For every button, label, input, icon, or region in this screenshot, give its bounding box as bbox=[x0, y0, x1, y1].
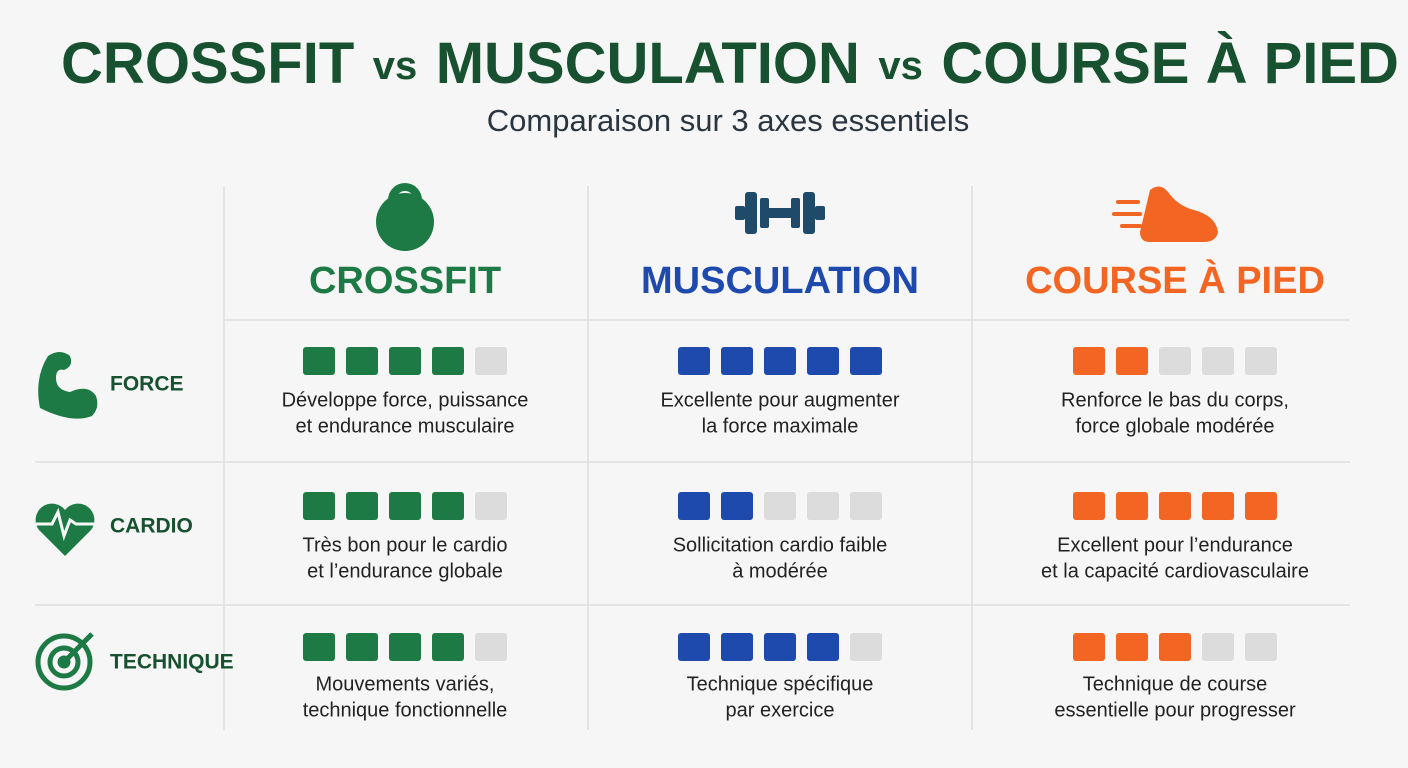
dumbbell-icon bbox=[735, 192, 825, 234]
rating-square bbox=[1116, 492, 1148, 520]
rating-square bbox=[432, 347, 464, 375]
cell-text: Technique de course bbox=[1083, 673, 1268, 695]
rating-square bbox=[1159, 347, 1191, 375]
cell-text: et la capacité cardiovasculaire bbox=[1041, 560, 1309, 582]
rating-square bbox=[678, 633, 710, 661]
rating-square bbox=[721, 492, 753, 520]
rating-square bbox=[1202, 492, 1234, 520]
rating-square bbox=[807, 492, 839, 520]
rating-square bbox=[432, 492, 464, 520]
column-name: CROSSFIT bbox=[309, 260, 501, 302]
rating-square bbox=[807, 347, 839, 375]
target-icon bbox=[35, 632, 94, 691]
rating-square bbox=[1245, 633, 1277, 661]
rating bbox=[678, 347, 882, 375]
rating-square bbox=[850, 492, 882, 520]
rating-square bbox=[1202, 347, 1234, 375]
title-part: MUSCULATION bbox=[436, 31, 860, 96]
rating-square bbox=[475, 347, 507, 375]
rating-square bbox=[303, 347, 335, 375]
rating-square bbox=[764, 347, 796, 375]
rating bbox=[303, 347, 507, 375]
rating-square bbox=[1073, 633, 1105, 661]
rating-square bbox=[475, 492, 507, 520]
rating-square bbox=[1073, 347, 1105, 375]
rating-square bbox=[303, 633, 335, 661]
rating-square bbox=[1116, 633, 1148, 661]
rating-square bbox=[475, 633, 507, 661]
muscle-icon bbox=[38, 352, 98, 419]
cell-text: Mouvements variés, bbox=[316, 673, 495, 695]
rating-square bbox=[389, 347, 421, 375]
cell-text: à modérée bbox=[732, 560, 828, 582]
cell-text: Technique spécifique bbox=[687, 673, 874, 695]
column-name: MUSCULATION bbox=[641, 260, 919, 302]
rating-square bbox=[850, 633, 882, 661]
rating-square bbox=[1073, 492, 1105, 520]
rating bbox=[1073, 492, 1277, 520]
rating-square bbox=[1116, 347, 1148, 375]
rating-square bbox=[678, 347, 710, 375]
rating-square bbox=[389, 492, 421, 520]
rating-square bbox=[346, 633, 378, 661]
rating-square bbox=[346, 347, 378, 375]
cell-text: Renforce le bas du corps, bbox=[1061, 389, 1289, 411]
rating-square bbox=[807, 633, 839, 661]
rating-square bbox=[432, 633, 464, 661]
rating-square bbox=[764, 633, 796, 661]
cell-text: la force maximale bbox=[702, 415, 859, 437]
cell-text: par exercice bbox=[726, 699, 835, 721]
heart-icon bbox=[35, 503, 95, 556]
cell-text: et endurance musculaire bbox=[295, 415, 514, 437]
rating bbox=[303, 492, 507, 520]
rating bbox=[678, 633, 882, 661]
rating-square bbox=[1159, 492, 1191, 520]
cell-text: essentielle pour progresser bbox=[1054, 699, 1296, 721]
rating-square bbox=[1245, 347, 1277, 375]
row-label: FORCE bbox=[110, 373, 184, 396]
cell-text: technique fonctionnelle bbox=[303, 699, 508, 721]
title-part: COURSE À PIED bbox=[941, 31, 1399, 96]
subtitle: Comparaison sur 3 axes essentiels bbox=[487, 103, 969, 138]
rating bbox=[303, 633, 507, 661]
title: CROSSFIT vs MUSCULATION vs COURSE À PIED bbox=[61, 31, 1399, 96]
title-part: vs bbox=[373, 44, 418, 88]
rating bbox=[1073, 347, 1277, 375]
column-name: COURSE À PIED bbox=[1025, 258, 1325, 302]
rating bbox=[678, 492, 882, 520]
cell-text: Sollicitation cardio faible bbox=[673, 534, 888, 556]
row-label: CARDIO bbox=[110, 515, 193, 538]
cell-text: Excellent pour l’endurance bbox=[1057, 534, 1293, 556]
rating-square bbox=[721, 347, 753, 375]
rating-square bbox=[1159, 633, 1191, 661]
rating-square bbox=[1245, 492, 1277, 520]
shoe-icon bbox=[1112, 186, 1218, 242]
rating-square bbox=[678, 492, 710, 520]
rating-square bbox=[850, 347, 882, 375]
kettlebell-icon bbox=[376, 183, 434, 251]
rating-square bbox=[303, 492, 335, 520]
rating-square bbox=[346, 492, 378, 520]
rating-square bbox=[389, 633, 421, 661]
title-part: CROSSFIT bbox=[61, 31, 354, 96]
rating bbox=[1073, 633, 1277, 661]
cell-text: Très bon pour le cardio bbox=[303, 534, 508, 556]
cell-text: Développe force, puissance bbox=[282, 389, 529, 411]
rating-square bbox=[1202, 633, 1234, 661]
cell-text: Excellente pour augmenter bbox=[660, 389, 899, 411]
rating-square bbox=[721, 633, 753, 661]
cell-text: et l’endurance globale bbox=[307, 560, 503, 582]
rating-square bbox=[764, 492, 796, 520]
title-part: vs bbox=[878, 44, 923, 88]
cell-text: force globale modérée bbox=[1075, 415, 1274, 437]
row-label: TECHNIQUE bbox=[110, 651, 234, 674]
